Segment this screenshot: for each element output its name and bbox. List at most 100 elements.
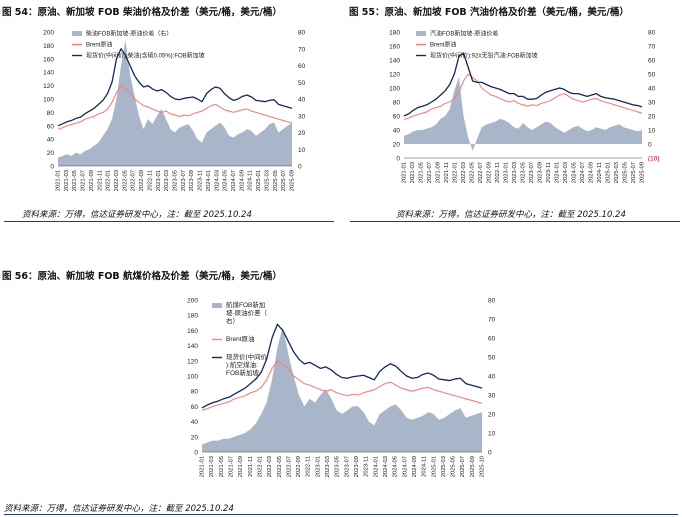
spread-area-series [202, 326, 482, 452]
y-left-tick-label: 40 [47, 137, 55, 144]
product-price-line-series [403, 52, 643, 117]
x-tick-label: 2021-11 [444, 162, 450, 183]
x-tick-label: 2022-09 [487, 162, 493, 183]
product-price-line-series [57, 48, 293, 127]
x-tick-label: 2022-03 [461, 162, 467, 183]
y-left-tick-label: 100 [187, 374, 198, 381]
brent-line-series [57, 85, 293, 130]
y-right-tick-label: 10 [488, 431, 496, 438]
y-right-tick-label: 80 [488, 298, 496, 305]
x-tick-label: 2022-03 [267, 456, 273, 477]
y-right-tick-label: 70 [488, 317, 496, 324]
x-tick-label: 2025-09 [640, 162, 646, 183]
y-right-tick-label: 50 [648, 72, 656, 79]
legend-label: Brent原油 [226, 334, 255, 343]
x-tick-label: 2021-07 [427, 162, 433, 183]
legend-label: 汽油FOB新加坡-原油价差 [430, 30, 498, 38]
y-left-tick-label: 20 [47, 150, 55, 157]
x-tick-label: 2025-05 [623, 162, 629, 183]
brent-line-series [403, 73, 643, 121]
y-left-tick-label: 0 [194, 450, 198, 457]
y-right-tick-label: 0 [298, 164, 302, 171]
x-tick-label: 2025-05 [451, 456, 457, 477]
y-left-tick-label: 180 [389, 30, 400, 37]
y-left-tick-label: 120 [43, 83, 54, 90]
y-left-tick-label: 180 [187, 313, 198, 320]
y-left-tick-label: 160 [43, 56, 54, 63]
y-left-tick-label: 80 [47, 110, 55, 117]
y-left-tick-label: 40 [191, 419, 199, 426]
x-tick-label: 2024-05 [393, 456, 399, 477]
y-left-tick-label: 20 [191, 434, 199, 441]
chart2-bottom-rule [350, 221, 680, 222]
chart3-title: 图 56：原油、新加坡 FOB 航煤价格及价差（美元/桶，美元/桶） [2, 271, 282, 282]
chart3-source: 资料来源：万得，信达证券研发中心，注：截至 2025.10.24 [4, 504, 234, 514]
y-left-tick-label: 120 [187, 358, 198, 365]
x-tick-label: 2023-03 [325, 456, 331, 477]
y-left-tick-label: 140 [43, 70, 54, 77]
legend-swatch [72, 31, 82, 36]
y-right-tick-label: 30 [648, 100, 656, 107]
x-tick-label: 2023-01 [504, 162, 510, 183]
y-right-tick-label: 0 [488, 450, 492, 457]
chart1-title: 图 54：原油、新加坡 FOB 柴油价格及价差（美元/桶，美元/桶） [2, 7, 282, 18]
x-tick-label: 2025-05 [273, 170, 279, 191]
x-tick-label: 2022-07 [286, 456, 292, 477]
x-tick-label: 2021-03 [64, 170, 70, 191]
x-tick-label: 2023-09 [538, 162, 544, 183]
brent-line-series [201, 360, 483, 411]
x-tick-label: 2023-09 [354, 456, 360, 477]
y-left-tick-label: 200 [43, 30, 54, 37]
x-tick-label: 2021-03 [410, 162, 416, 183]
y-left-tick-label: 100 [43, 97, 54, 104]
x-tick-label: 2023-07 [181, 170, 187, 191]
x-tick-label: 2025-07 [460, 456, 466, 477]
x-tick-label: 2024-07 [580, 162, 586, 183]
x-tick-label: 2022-01 [257, 456, 263, 477]
x-tick-label: 2025-09 [470, 456, 476, 477]
x-tick-label: 2025-03 [441, 456, 447, 477]
legend-label: 柴油FOB新加坡-原油价差（右） [86, 30, 172, 38]
legend-label: Brent原油 [86, 41, 112, 49]
legend-label: 航煤FOB新加坡-原油价差（右） [226, 300, 268, 325]
x-tick-label: 2023-01 [315, 456, 321, 477]
x-tick-label: 2024-07 [231, 170, 237, 191]
y-right-tick-label: 60 [298, 63, 306, 70]
x-tick-label: 2024-03 [563, 162, 569, 183]
x-tick-label: 2021-09 [238, 456, 244, 477]
x-tick-label: 2021-03 [209, 456, 215, 477]
x-tick-label: 2023-05 [173, 170, 179, 191]
y-right-tick-label: 40 [648, 86, 656, 93]
x-tick-label: 2025-03 [264, 170, 270, 191]
y-left-tick-label: 200 [187, 298, 198, 305]
chart2-title: 图 55：原油、新加坡 FOB 汽油价格及价差（美元/桶，美元/桶） [349, 7, 629, 18]
y-left-tick-label: 0 [50, 164, 54, 171]
y-left-tick-label: 160 [187, 328, 198, 335]
y-left-tick-label: 120 [389, 72, 400, 79]
y-right-tick-label: 20 [488, 412, 496, 419]
y-right-tick-label: 50 [488, 355, 496, 362]
x-tick-label: 2023-01 [156, 170, 162, 191]
x-tick-label: 2021-01 [402, 162, 408, 183]
chart1-source: 资料来源：万得，信达证券研发中心，注：截至 2025.10.24 [22, 210, 252, 220]
y-right-tick-label: 70 [298, 46, 306, 53]
spread-area-series [58, 40, 292, 166]
x-tick-label: 2023-03 [164, 170, 170, 191]
x-tick-label: 2025-09 [290, 170, 296, 191]
x-tick-label: 2023-03 [512, 162, 518, 183]
legend-label: 现货价(中间价):航空煤油: FOB新加坡 [226, 352, 268, 377]
x-tick-label: 2022-11 [306, 456, 312, 477]
y-right-tick-label: 40 [298, 97, 306, 104]
x-tick-label: 2024-01 [555, 162, 561, 183]
chart2-gasoline: 0 20 40 60 80 100 120 140 160 180 (10) 0 10 20 30 40 50 6… [389, 30, 660, 184]
x-tick-label: 2023-07 [529, 162, 535, 183]
y-right-tick-label: (10) [648, 156, 660, 163]
y-left-tick-label: 20 [393, 142, 401, 149]
x-tick-label: 2022-01 [453, 162, 459, 183]
y-left-tick-label: 100 [389, 86, 400, 93]
x-tick-label: 2024-09 [412, 456, 418, 477]
y-right-tick-label: 80 [648, 30, 656, 37]
x-tick-label: 2021-09 [89, 170, 95, 191]
x-tick-label: 2021-11 [248, 456, 254, 477]
y-right-tick-label: 30 [298, 113, 306, 120]
